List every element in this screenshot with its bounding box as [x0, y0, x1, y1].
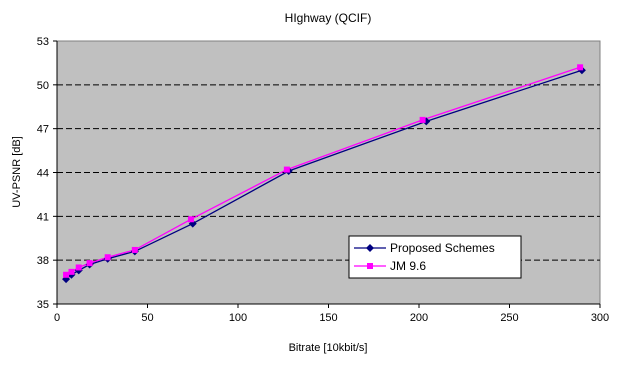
axes: 35 38 41 44 47 50 53 0 50 100 150 200 250 300 — [37, 36, 609, 324]
legend-label-1: JM 9.6 — [390, 259, 426, 273]
x-tick-label-2: 100 — [229, 312, 247, 324]
y-tick-label-6: 53 — [37, 36, 49, 48]
series-line-1 — [65, 66, 581, 276]
y-tick-label-1: 38 — [37, 255, 49, 267]
y-tick-label-0: 35 — [37, 299, 49, 311]
series-1-point-4 — [104, 254, 111, 261]
x-tick-label-6: 300 — [591, 312, 609, 324]
series-1-point-5 — [131, 246, 138, 253]
legend: Proposed Schemes JM 9.6 — [348, 235, 522, 279]
legend-marker-0 — [366, 244, 374, 252]
y-tick-label-4: 47 — [37, 124, 49, 136]
x-tick-label-5: 250 — [500, 312, 518, 324]
y-axis-label: UV-PSNR [dB] — [11, 136, 23, 208]
series-1-point-7 — [283, 166, 290, 173]
series-1-point-2 — [75, 264, 82, 271]
series-1-point-0 — [63, 271, 70, 278]
legend-entries: Proposed Schemes JM 9.6 — [354, 241, 495, 273]
x-tick-label-3: 150 — [319, 312, 337, 324]
chart-title: HIghway (QCIF) — [285, 11, 372, 25]
y-tick-label-3: 44 — [37, 168, 49, 180]
x-tick-label-1: 50 — [141, 312, 153, 324]
series-1-point-1 — [68, 268, 75, 275]
series-1-point-3 — [86, 260, 93, 267]
series-layer — [62, 64, 586, 284]
y-tick-label-2: 41 — [37, 211, 49, 223]
series-1-point-9 — [577, 64, 584, 71]
series-1-point-8 — [419, 116, 426, 123]
x-tick-label-0: 0 — [54, 312, 60, 324]
series-1-point-6 — [187, 216, 194, 223]
x-tick-label-4: 200 — [410, 312, 428, 324]
series-line-0 — [65, 69, 583, 280]
legend-box — [348, 235, 522, 279]
x-axis-label: Bitrate [10kbit/s] — [289, 342, 368, 354]
legend-label-0: Proposed Schemes — [390, 241, 495, 255]
legend-marker-1 — [367, 263, 373, 269]
y-tick-label-5: 50 — [37, 80, 49, 92]
